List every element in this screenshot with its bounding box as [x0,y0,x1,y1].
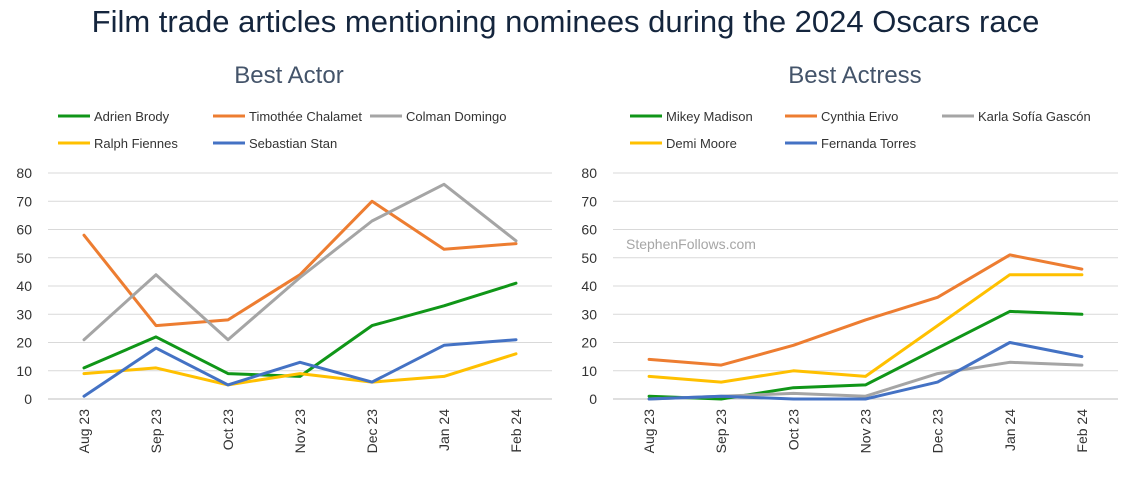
actor-x-tick-label: Oct 23 [220,409,236,450]
actress-y-tick-label: 0 [589,391,597,407]
actor-legend-label: Colman Domingo [406,109,506,124]
actor-series-line-ralph-fiennes [82,352,518,387]
actor-legend-label: Timothée Chalamet [249,109,362,124]
actress-y-tick-label: 70 [581,193,597,209]
actor-y-tick-label: 60 [16,222,32,238]
actress-x-tick-label: Oct 23 [785,409,801,450]
actress-y-tick-label: 10 [581,363,597,379]
actress-x-tick-label: Nov 23 [858,409,874,454]
actress-x-tick-label: Dec 23 [930,409,946,454]
actor-x-tick-label: Nov 23 [292,409,308,454]
actress-series-line-demi-moore [647,273,1084,384]
watermark-text: StephenFollows.com [626,236,756,252]
actor-series-line-colman-domingo [82,182,518,342]
actress-x-tick-label: Sep 23 [713,409,729,454]
actress-y-tick-label: 80 [581,165,597,181]
actress-series-line-fernanda-torres [647,341,1084,401]
actress-legend-label: Cynthia Erivo [821,109,898,124]
actress-y-tick-label: 20 [581,335,597,351]
actor-series-line-sebastian-stan [82,338,518,398]
actor-y-tick-label: 70 [16,193,32,209]
actress-y-tick-label: 30 [581,306,597,322]
actress-y-tick-label: 50 [581,250,597,266]
actor-legend-label: Ralph Fiennes [94,136,178,151]
actor-x-tick-label: Sep 23 [148,409,164,454]
actor-x-tick-label: Aug 23 [76,409,92,454]
actor-y-tick-label: 30 [16,306,32,322]
actor-y-tick-label: 50 [16,250,32,266]
actress-x-tick-label: Feb 24 [1074,409,1090,453]
actor-series-line-adrien-brody [82,281,518,378]
actress-chart-title: Best Actress [788,62,921,89]
actress-legend-label: Fernanda Torres [821,136,917,151]
actress-y-tick-label: 60 [581,222,597,238]
actress-legend-label: Mikey Madison [666,109,753,124]
actor-series-line-timothee-chalamet [82,199,518,328]
actress-x-tick-label: Aug 23 [641,409,657,454]
actor-x-tick-label: Jan 24 [436,409,452,451]
actress-legend-label: Karla Sofía Gascón [978,109,1091,124]
actress-x-tick-label: Jan 24 [1002,409,1018,451]
actor-chart-title: Best Actor [234,62,343,89]
actress-series-line-mikey-madison [647,309,1084,401]
actress-legend-label: Demi Moore [666,136,737,151]
actor-x-tick-label: Feb 24 [508,409,524,453]
actor-y-tick-label: 40 [16,278,32,294]
actress-series-line-cynthia-erivo [647,253,1084,367]
actor-x-tick-label: Dec 23 [364,409,380,454]
actor-legend-label: Sebastian Stan [249,136,337,151]
actor-y-tick-label: 10 [16,363,32,379]
actor-y-tick-label: 80 [16,165,32,181]
best-actress-chart: Best Actress 0 10 20 30 40 50 60 70 80 Aug 23 Sep 2… [581,62,1118,454]
page-title: Film trade articles mentioning nominees … [91,4,1040,39]
best-actor-chart: Best Actor 0 10 20 30 40 50 60 70 80 Aug 23 Sep 23 O… [16,62,552,454]
actor-legend-label: Adrien Brody [94,109,170,124]
actress-y-tick-label: 40 [581,278,597,294]
actor-y-tick-label: 0 [24,391,32,407]
actor-y-tick-label: 20 [16,335,32,351]
